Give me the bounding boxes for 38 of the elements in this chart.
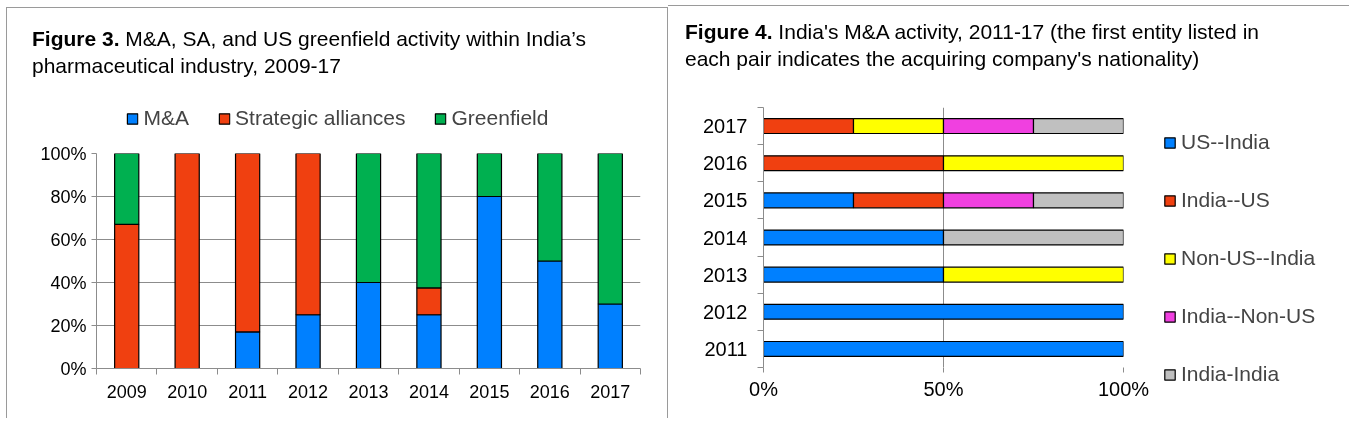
x-tick-label: 2014 [408,381,449,402]
x-tick-label: 50% [923,377,964,400]
legend-label: India-India [1181,362,1280,386]
x-tick-label: 2017 [590,381,631,402]
x-tick-label: 2009 [106,381,147,402]
y-tick-label: 0% [60,358,87,379]
bar [174,153,200,369]
chart-title: Figure 4. India's M&A activity, 2011-17 (the first entity listed in each pair indicates the acquiring company's nationality) [685,19,1260,72]
y-tick-label: 2012 [703,300,748,323]
y-tick-label: 80% [50,186,87,207]
legend-label: Greenfield [451,106,549,130]
x-tick-label: 2016 [529,381,570,402]
y-tick-label: 2016 [703,152,748,175]
bar [763,303,1124,320]
bar [763,340,1124,357]
y-tick-label: 60% [50,229,87,250]
legend-label: Strategic alliances [235,106,406,130]
legend-label: M&A [143,106,190,130]
legend-label: India--US [1181,188,1270,212]
x-tick-label: 100% [1097,377,1150,400]
x-tick-label: 2013 [348,381,389,402]
y-tick-label: 2017 [703,115,748,138]
x-tick-label: 2015 [469,381,510,402]
x-tick-label: 2012 [288,381,329,402]
y-tick-label: 2014 [703,226,748,249]
x-tick-label: 2010 [167,381,208,402]
y-tick-label: 2011 [704,337,748,360]
y-tick-label: 100% [40,143,87,164]
x-tick-label: 2011 [228,381,267,402]
legend-label: India--Non-US [1181,304,1316,328]
x-tick-label: 0% [749,377,779,400]
legend-label: Non-US--India [1181,246,1316,270]
legend-label: US--India [1181,130,1270,154]
y-tick-label: 2013 [703,263,748,286]
y-tick-label: 2015 [703,189,748,212]
chart-title: Figure 3. M&A, SA, and US greenfield activity within India’s pharmaceutical industry, 2009-17 [32,26,588,79]
y-tick-label: 40% [50,272,87,293]
y-tick-label: 20% [50,315,87,336]
